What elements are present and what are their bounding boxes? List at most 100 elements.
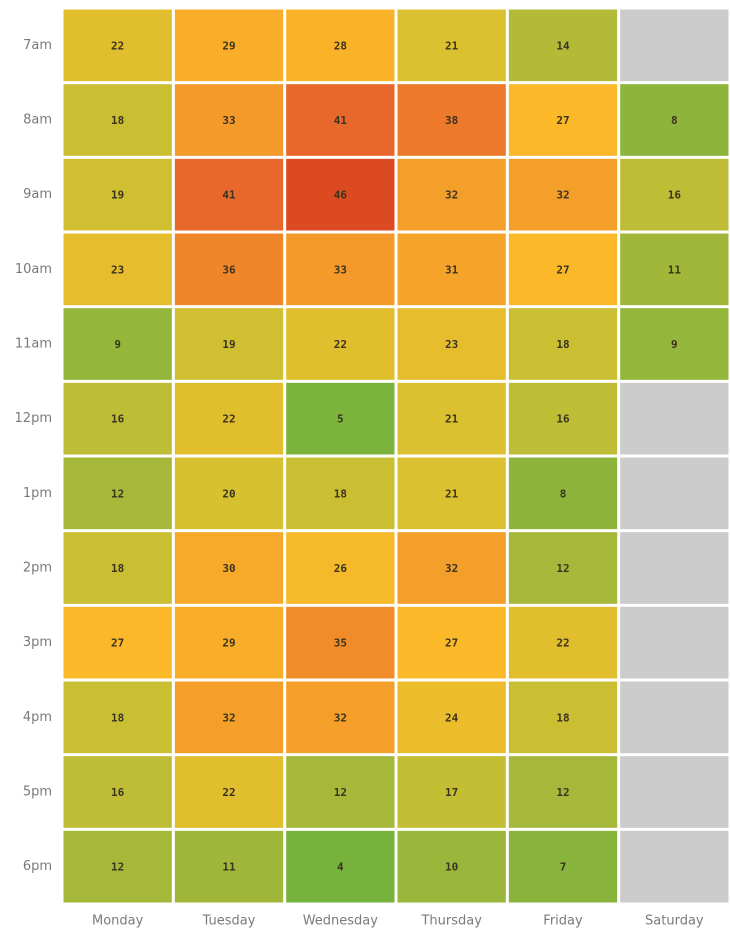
cell xyxy=(174,532,284,604)
y-label: 8am xyxy=(23,113,52,128)
cell-value: 31 xyxy=(445,263,459,276)
cell xyxy=(286,9,395,82)
cell-value: 22 xyxy=(222,413,235,426)
cell-value: 12 xyxy=(556,786,569,799)
cell-value: 8 xyxy=(560,487,567,500)
cell-value: 18 xyxy=(334,487,347,500)
cell xyxy=(397,9,506,82)
cell xyxy=(620,308,729,380)
cell xyxy=(286,308,395,380)
y-label: 4pm xyxy=(23,710,52,725)
x-label: Wednesday xyxy=(303,914,379,929)
cell-value: 23 xyxy=(111,263,124,276)
cell xyxy=(286,532,395,604)
cell-value: 30 xyxy=(222,562,235,575)
cell-value: 21 xyxy=(445,413,459,426)
cell xyxy=(508,233,618,306)
cell-value: 12 xyxy=(111,487,124,500)
cell-value: 32 xyxy=(222,711,235,724)
cell-value: 19 xyxy=(222,338,235,351)
cell-value: 9 xyxy=(671,338,678,351)
cell xyxy=(63,382,172,455)
cell-value: 20 xyxy=(222,487,235,500)
cell xyxy=(397,457,506,530)
cell-value: 19 xyxy=(111,189,124,202)
cell xyxy=(174,308,284,380)
empty-cell xyxy=(620,382,729,455)
cell-value: 10 xyxy=(445,861,458,874)
cell xyxy=(620,158,729,231)
cell-value: 26 xyxy=(334,562,348,575)
x-label: Tuesday xyxy=(202,914,256,929)
cell xyxy=(174,382,284,455)
y-label: 3pm xyxy=(23,635,52,650)
y-label: 12pm xyxy=(15,411,52,426)
empty-cell xyxy=(620,606,729,679)
cell-value: 41 xyxy=(222,189,236,202)
cell xyxy=(620,84,729,156)
cell xyxy=(620,233,729,306)
cell-value: 32 xyxy=(445,562,458,575)
cell xyxy=(174,681,284,754)
cell-value: 23 xyxy=(445,338,458,351)
cell-value: 16 xyxy=(668,189,682,202)
cell xyxy=(508,756,618,828)
x-label: Thursday xyxy=(420,914,482,929)
cell-value: 16 xyxy=(556,413,570,426)
y-label: 2pm xyxy=(23,561,52,576)
cell xyxy=(397,233,506,306)
cell-value: 27 xyxy=(445,637,458,650)
x-label: Friday xyxy=(543,914,583,929)
cell-value: 21 xyxy=(445,39,459,52)
cell-value: 12 xyxy=(334,786,347,799)
empty-cell xyxy=(620,830,729,903)
cell xyxy=(397,681,506,754)
y-label: 9am xyxy=(23,187,52,202)
cell-value: 11 xyxy=(222,861,236,874)
cell xyxy=(63,756,172,828)
cell xyxy=(508,532,618,604)
cell-value: 21 xyxy=(445,487,459,500)
cell-value: 32 xyxy=(445,189,458,202)
y-label: 7am xyxy=(23,38,52,53)
x-label: Monday xyxy=(92,914,144,929)
cell-value: 17 xyxy=(445,786,458,799)
cell-value: 32 xyxy=(556,189,569,202)
cell xyxy=(286,756,395,828)
cell xyxy=(63,606,172,679)
cell-value: 7 xyxy=(560,861,567,874)
cell xyxy=(174,457,284,530)
cell xyxy=(174,84,284,156)
cell-value: 38 xyxy=(445,114,458,127)
cell-value: 22 xyxy=(222,786,235,799)
cell xyxy=(286,457,395,530)
cell-value: 12 xyxy=(111,861,124,874)
cell xyxy=(397,830,506,903)
cell-value: 14 xyxy=(556,39,570,52)
empty-cell xyxy=(620,9,729,82)
cell xyxy=(508,382,618,455)
cell-value: 32 xyxy=(334,711,347,724)
cell xyxy=(63,9,172,82)
cell xyxy=(397,158,506,231)
cell xyxy=(286,84,395,156)
cell-value: 27 xyxy=(556,263,569,276)
cell xyxy=(63,532,172,604)
cell-value: 4 xyxy=(337,861,344,874)
cell xyxy=(508,681,618,754)
x-label: Saturday xyxy=(645,914,704,929)
y-label: 10am xyxy=(15,262,52,277)
cell-value: 27 xyxy=(556,114,569,127)
cell xyxy=(174,606,284,679)
cell-value: 18 xyxy=(556,338,569,351)
cell xyxy=(174,233,284,306)
cell-value: 29 xyxy=(222,637,235,650)
empty-cell xyxy=(620,532,729,604)
cell xyxy=(286,233,395,306)
cell-value: 22 xyxy=(556,637,569,650)
cell-value: 8 xyxy=(671,114,678,127)
cell xyxy=(63,233,172,306)
cell-value: 36 xyxy=(222,263,236,276)
cell-value: 22 xyxy=(334,338,347,351)
cell xyxy=(174,756,284,828)
